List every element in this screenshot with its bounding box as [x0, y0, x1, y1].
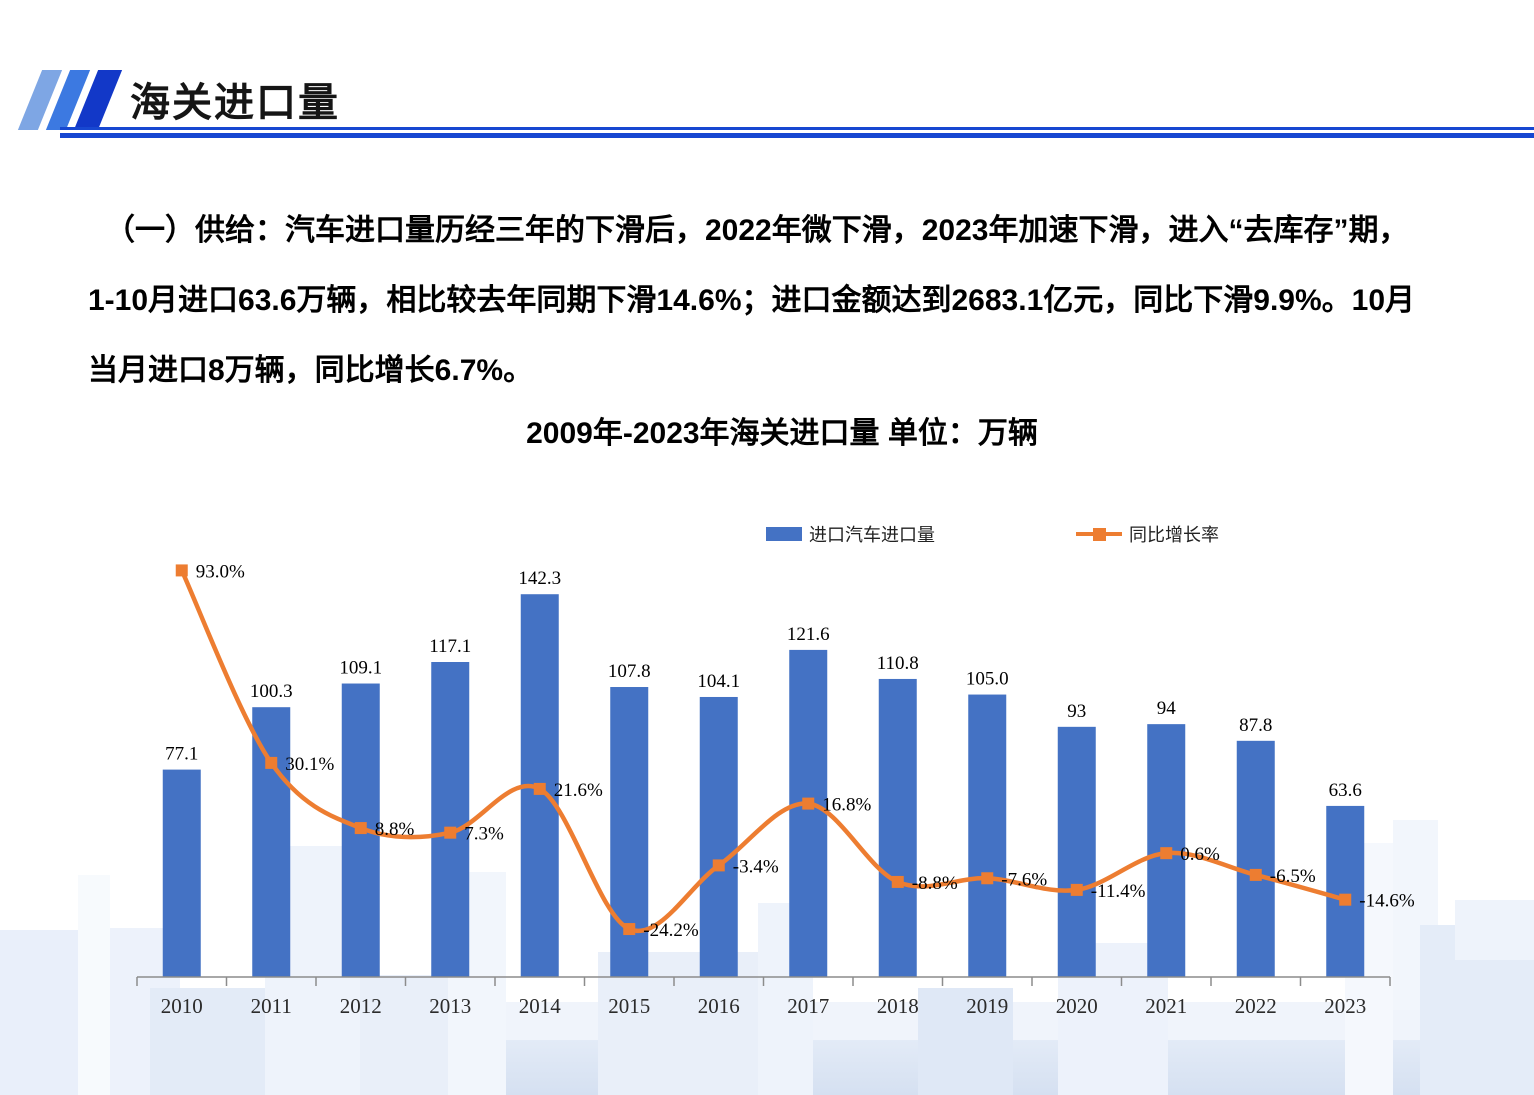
- header-rule-top: [60, 127, 1534, 130]
- x-axis-label: 2013: [429, 994, 471, 1018]
- line-marker-2018: [891, 875, 904, 888]
- skyline-block: [78, 875, 110, 1095]
- growth-rate-label: 93.0%: [196, 561, 245, 582]
- line-marker-2022: [1249, 868, 1262, 881]
- bar-value-label: 142.3: [518, 568, 561, 589]
- x-axis-label: 2020: [1056, 994, 1098, 1018]
- intro-paragraph: （一）供给：汽车进口量历经三年的下滑后，2022年微下滑，2023年加速下滑，进…: [88, 196, 1474, 406]
- growth-rate-label: 16.8%: [822, 795, 871, 816]
- bar-2010: [162, 769, 201, 977]
- bar-2011: [252, 707, 291, 977]
- bar-value-label: 121.6: [787, 624, 830, 645]
- bar-2018: [878, 678, 917, 977]
- bar-2022: [1236, 740, 1275, 977]
- x-axis-label: 2023: [1324, 994, 1366, 1018]
- growth-rate-label: 7.3%: [464, 824, 504, 845]
- bar-2020: [1057, 726, 1096, 977]
- intro-line: （一）供给：汽车进口量历经三年的下滑后，2022年微下滑，2023年加速下滑，进…: [105, 214, 1409, 247]
- growth-rate-label: 0.6%: [1180, 844, 1220, 865]
- skyline-block: [360, 975, 450, 1095]
- slide-header: 海关进口量: [0, 0, 1534, 150]
- header-rule-bottom: [60, 133, 1534, 138]
- x-axis-label: 2011: [251, 994, 292, 1018]
- page-title: 海关进口量: [130, 81, 340, 125]
- x-axis-label: 2016: [698, 994, 740, 1018]
- bar-value-label: 105.0: [966, 669, 1009, 690]
- bar-value-label: 110.8: [877, 653, 919, 674]
- chart-title: 2009年-2023年海关进口量 单位：万辆: [526, 417, 1038, 450]
- growth-rate-label: -14.6%: [1359, 891, 1415, 912]
- x-axis-label: 2021: [1145, 994, 1187, 1018]
- legend-item-growth-rate: 同比增长率: [1076, 522, 1219, 546]
- skyline-block: [918, 988, 1013, 1095]
- bar-value-label: 94: [1157, 698, 1177, 719]
- bar-value-label: 104.1: [697, 671, 740, 692]
- bar-value-label: 93: [1067, 701, 1086, 722]
- bar-2013: [431, 662, 470, 977]
- line-marker-2013: [444, 826, 457, 839]
- x-axis-label: 2015: [608, 994, 650, 1018]
- legend-label: 进口汽车进口量: [809, 525, 935, 545]
- bar-value-label: 107.8: [608, 661, 651, 682]
- line-marker-2017: [802, 797, 815, 810]
- bar-value-label: 87.8: [1239, 715, 1272, 736]
- line-marker-2015: [623, 923, 636, 936]
- bar-2023: [1326, 805, 1365, 977]
- bar-2019: [968, 694, 1007, 977]
- x-axis-label: 2019: [966, 994, 1008, 1018]
- legend-line-swatch-icon: [1076, 527, 1122, 541]
- bar-value-label: 63.6: [1329, 780, 1362, 801]
- bar-value-label: 117.1: [429, 636, 471, 657]
- line-marker-2010: [175, 564, 188, 577]
- line-marker-2023: [1339, 893, 1352, 906]
- legend-bar-swatch-icon: [766, 527, 802, 541]
- x-axis-label: 2010: [161, 994, 203, 1018]
- bar-value-label: 100.3: [250, 681, 293, 702]
- line-marker-2011: [265, 756, 278, 769]
- intro-line: 当月进口8万辆，同比增长6.7%。: [88, 354, 534, 387]
- legend-item-import-volume: 进口汽车进口量: [766, 522, 935, 546]
- x-axis-label: 2017: [787, 994, 829, 1018]
- growth-rate-label: -3.4%: [733, 856, 779, 877]
- growth-rate-label: -24.2%: [643, 920, 699, 941]
- bar-value-label: 109.1: [339, 658, 382, 679]
- skyline-block: [1455, 900, 1534, 960]
- skyline-block: [150, 988, 265, 1095]
- growth-rate-label: -6.5%: [1270, 866, 1316, 887]
- skyline-block: [0, 930, 78, 1095]
- x-axis-label: 2014: [519, 994, 562, 1018]
- bar-value-label: 77.1: [165, 744, 198, 765]
- line-marker-2020: [1070, 883, 1083, 896]
- bar-2016: [699, 696, 738, 977]
- line-marker-2021: [1160, 847, 1173, 860]
- x-axis-label: 2022: [1235, 994, 1277, 1018]
- intro-line: 1-10月进口63.6万辆，相比较去年同期下滑14.6%；进口金额达到2683.…: [88, 284, 1416, 317]
- growth-rate-label: -11.4%: [1091, 881, 1146, 902]
- line-marker-2014: [533, 782, 546, 795]
- bar-2017: [789, 649, 828, 977]
- legend-label: 同比增长率: [1129, 525, 1219, 545]
- growth-rate-label: 21.6%: [554, 780, 603, 801]
- growth-rate-label: -7.6%: [1001, 869, 1047, 890]
- line-marker-2012: [354, 822, 367, 835]
- x-axis-label: 2018: [877, 994, 919, 1018]
- growth-rate-label: -8.8%: [912, 873, 958, 894]
- line-marker-2019: [981, 872, 994, 885]
- line-marker-2016: [712, 859, 725, 872]
- chart-legend: 进口汽车进口量 同比增长率: [0, 522, 1534, 546]
- growth-rate-label: 8.8%: [375, 819, 415, 840]
- growth-rate-label: 30.1%: [285, 754, 334, 775]
- x-axis-label: 2012: [340, 994, 382, 1018]
